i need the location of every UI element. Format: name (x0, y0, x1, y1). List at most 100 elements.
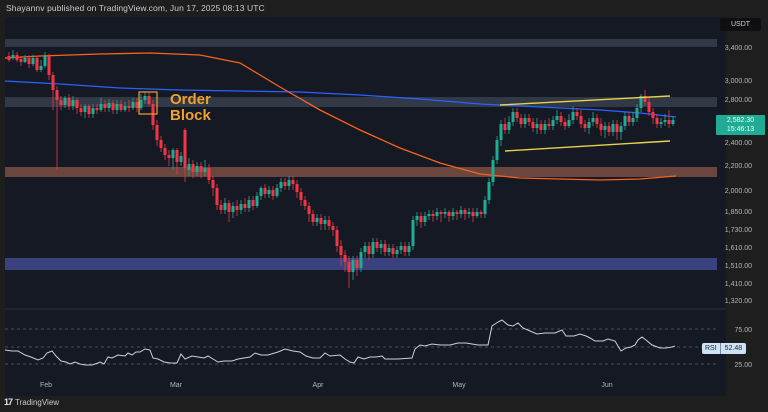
candle-body (259, 188, 263, 196)
candle-body (379, 244, 383, 248)
candle-body (659, 122, 663, 124)
order-block-box (138, 91, 158, 115)
candle-body (523, 118, 527, 124)
price-tick-label: 3,000.00 (725, 78, 752, 85)
current-price-badge: 2,582.30 15:46:13 (716, 115, 765, 135)
footer: 17 TradingView (0, 396, 768, 412)
candle-body (463, 210, 467, 214)
candle-body (75, 100, 79, 108)
candle-body (619, 126, 623, 132)
price-tick-label: 2,400.00 (725, 140, 752, 147)
candle-body (499, 124, 503, 140)
time-axis[interactable]: Feb Mar Apr May Jun (5, 378, 726, 389)
candle-body (531, 122, 535, 128)
candle-body (279, 182, 283, 188)
candle-body (419, 216, 423, 222)
candle-body (87, 106, 91, 114)
currency-label[interactable]: USDT (720, 18, 761, 31)
candle-body (439, 212, 443, 214)
candle-body (559, 116, 563, 122)
candle-body (415, 216, 419, 220)
price-tick-label: 1,410.00 (725, 281, 752, 288)
candle-body (387, 248, 391, 252)
candle-body (395, 250, 399, 254)
candle-body (35, 58, 39, 70)
candle-body (55, 90, 59, 100)
candle-body (651, 112, 655, 118)
candle-body (591, 118, 595, 122)
rsi-label: RSI (702, 343, 721, 354)
candle-body (667, 120, 671, 124)
candle-body (335, 230, 339, 246)
candle-body (603, 126, 607, 130)
candle-body (359, 252, 363, 268)
tradingview-logo[interactable]: 17 TradingView (4, 397, 59, 407)
candle-body (243, 204, 247, 208)
candle-body (627, 116, 631, 122)
candle-body (587, 122, 591, 128)
candle-body (467, 212, 471, 214)
candle-body (63, 98, 67, 105)
candle-body (43, 56, 47, 66)
ascending-channel (499, 95, 671, 152)
candle-body (255, 196, 259, 206)
candle-body (543, 124, 547, 130)
zone-resistance-2800 (5, 97, 717, 107)
candle-body (83, 106, 87, 112)
candle-body (455, 212, 459, 214)
candle-body (347, 262, 351, 272)
candle-body (495, 140, 499, 160)
time-tick-label: Mar (170, 382, 183, 389)
candle-body (51, 75, 55, 90)
candle-body (195, 166, 199, 172)
ma-orange-line (4, 52, 677, 181)
candle-body (91, 108, 95, 114)
candle-body (215, 188, 219, 205)
candle-body (323, 220, 327, 224)
candle-body (351, 260, 355, 272)
candle-body (371, 242, 375, 254)
candle-body (431, 214, 435, 216)
candle-body (123, 106, 127, 110)
candle-body (263, 188, 267, 194)
candle-body (367, 246, 371, 254)
candle-body (191, 164, 195, 172)
time-tick-label: Jun (601, 382, 612, 389)
candle-body (583, 124, 587, 128)
candle-body (295, 184, 299, 192)
candle-body (343, 255, 347, 262)
candle-body (187, 164, 191, 170)
ma-blue-line (4, 80, 677, 118)
time-tick-label: Feb (40, 382, 52, 389)
candle-body (491, 160, 495, 182)
candle-body (383, 244, 387, 252)
channel-upper-line (499, 95, 671, 106)
candle-body (563, 122, 567, 126)
candle-body (599, 124, 603, 130)
price-tick-label: 1,510.00 (725, 263, 752, 270)
candle-body (319, 218, 323, 224)
publisher-line: Shayannv published on TradingView.com, J… (6, 3, 265, 13)
candle-body (327, 220, 331, 226)
candle-body (643, 96, 647, 102)
candle-body (171, 150, 175, 158)
candle-body (411, 220, 415, 246)
candle-body (635, 108, 639, 118)
price-axis[interactable]: 3,400.00 3,000.00 2,800.00 2,400.00 2,200.00… (717, 17, 752, 396)
candle-body (147, 96, 151, 104)
candle-body (99, 104, 103, 110)
time-tick-label: May (452, 382, 466, 389)
candle-body (239, 204, 243, 210)
candle-body (119, 104, 123, 110)
candle-body (447, 212, 451, 216)
candle-body (131, 102, 135, 108)
candle-body (39, 66, 43, 70)
candle-body (283, 182, 287, 186)
candle-body (375, 242, 379, 248)
right-border (726, 17, 768, 396)
candle-body (7, 56, 11, 60)
rsi-line (4, 319, 676, 366)
candle-body (647, 102, 651, 112)
candle-body (27, 58, 31, 64)
